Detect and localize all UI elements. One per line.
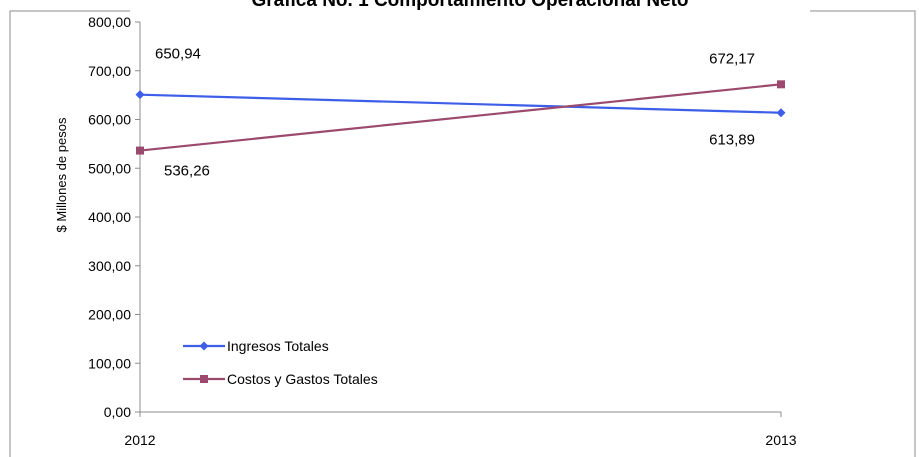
x-tick-label: 2013 [765, 432, 796, 448]
y-tick-label: 700,00 [88, 63, 131, 79]
series-1-point [776, 108, 786, 118]
data-labels: 650,94 613,89 536,26 672,17 [155, 46, 755, 180]
y-tick-label: 200,00 [88, 307, 131, 323]
y-tick-label: 100,00 [88, 355, 131, 371]
x-axis-ticks: 2012 2013 [124, 412, 797, 448]
series-2-point [136, 146, 144, 155]
title-backdrop [130, 0, 810, 20]
chart-title: Grafica No. 1 Comportamiento Operacional… [251, 0, 688, 11]
legend: Ingresos Totales Costos y Gastos Totales [183, 338, 378, 387]
y-tick-label: 800,00 [88, 14, 131, 30]
legend-entry-label: Costos y Gastos Totales [227, 371, 378, 387]
y-tick-label: 600,00 [88, 112, 131, 128]
x-tick-label: 2012 [124, 432, 155, 448]
y-axis-label: $ Millones de pesos [54, 117, 69, 232]
legend-swatch-marker [199, 341, 209, 351]
data-label: 536,26 [164, 163, 210, 180]
legend-swatch-marker [200, 375, 208, 383]
data-label: 672,17 [709, 50, 755, 67]
y-tick-label: 400,00 [88, 209, 131, 225]
legend-entry-label: Ingresos Totales [227, 338, 329, 354]
series-1-point [135, 90, 145, 100]
series-group [135, 80, 786, 155]
series-line-1 [139, 93, 782, 114]
series-2-point [777, 80, 785, 89]
y-tick-label: 300,00 [88, 258, 131, 274]
chart-area-frame [9, 10, 916, 457]
y-axis-ticks: 0,00 100,00 200,00 300,00 400,00 500,00 600,00… [88, 14, 140, 420]
y-tick-label: 500,00 [88, 160, 131, 176]
series-line-2 [139, 83, 782, 152]
y-tick-label: 0,00 [104, 404, 131, 420]
data-label: 650,94 [155, 46, 201, 63]
data-label: 613,89 [709, 132, 755, 149]
